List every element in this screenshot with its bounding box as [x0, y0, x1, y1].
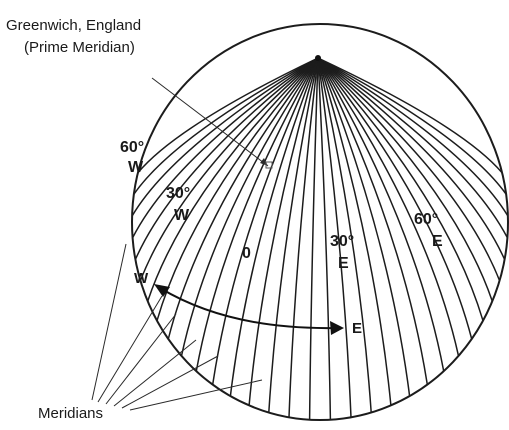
meridian-line [134, 57, 319, 260]
meridian-line [139, 57, 319, 281]
lon-30e-value: 30° [330, 233, 354, 250]
meridians-label: Meridians [38, 405, 103, 422]
meridian-line [288, 57, 319, 418]
meridian-line [133, 57, 319, 195]
meridian-line [167, 57, 319, 340]
meridian-line [317, 57, 484, 321]
meridian-line [317, 57, 506, 260]
lon-60w-value: 60° [120, 139, 144, 156]
meridian-line [229, 57, 319, 397]
east-arrowhead [330, 321, 344, 335]
meridian-line [268, 57, 319, 413]
meridian-line [131, 57, 319, 217]
meridian-line [317, 57, 509, 239]
lon-60w-dir: W [128, 159, 144, 176]
east-label: E [352, 320, 362, 337]
meridians-leader-lines [91, 243, 263, 411]
west-east-arrow-curve [159, 287, 337, 330]
meridian-line [317, 57, 352, 418]
meridian-line [137, 57, 319, 174]
greenwich-marker [265, 161, 273, 169]
meridian-line [248, 57, 319, 406]
lon-30e-dir: E [338, 255, 349, 272]
lon-0-label: 0 [242, 245, 251, 262]
meridian-line [317, 57, 332, 420]
meridian-line [317, 57, 392, 406]
meridian-line [308, 57, 319, 420]
meridian-line [211, 57, 319, 385]
greenwich-label-line1: Greenwich, England [6, 17, 141, 34]
north-pole-point [315, 55, 321, 61]
greenwich-label-line2: (Prime Meridian) [24, 39, 135, 56]
lon-60e-value: 60° [414, 211, 438, 228]
meridian-line [317, 57, 507, 195]
meridian-line [195, 57, 319, 372]
meridian-line [317, 57, 509, 217]
meridian-line [317, 57, 372, 413]
lon-60e-dir: E [432, 233, 443, 250]
greenwich-leader-line [151, 77, 269, 167]
meridian-line [317, 57, 429, 385]
meridian-line [146, 57, 319, 302]
globe-outline [131, 23, 509, 421]
meridian-line [317, 57, 503, 174]
meridian-line [317, 57, 501, 281]
meridian-line [180, 57, 319, 357]
meridian-line [317, 57, 411, 397]
meridian-line [317, 57, 473, 340]
lon-30w-dir: W [174, 207, 190, 224]
meridian-line [131, 57, 319, 239]
meridian-lines [131, 57, 509, 420]
meridian-line [317, 57, 460, 357]
lon-30w-value: 30° [166, 185, 190, 202]
meridian-line [317, 57, 445, 372]
west-arrowhead [154, 284, 170, 297]
west-label: W [134, 270, 149, 287]
meridian-line [317, 57, 494, 302]
